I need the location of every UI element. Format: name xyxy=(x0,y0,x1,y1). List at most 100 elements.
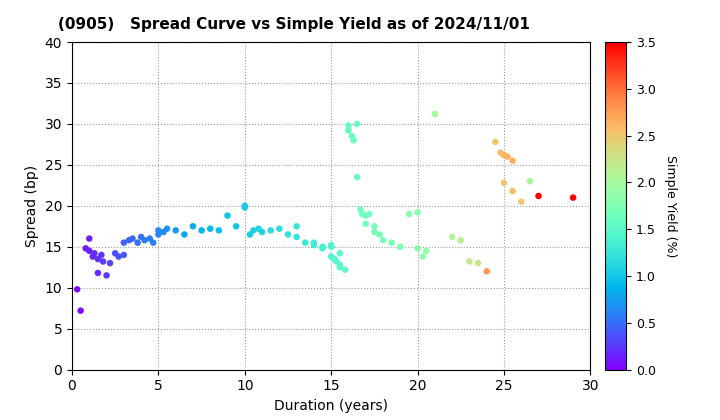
Point xyxy=(498,179,510,186)
Point xyxy=(89,250,100,257)
Point xyxy=(507,158,518,164)
Point xyxy=(369,223,380,230)
Point xyxy=(118,252,130,258)
Point xyxy=(101,272,112,279)
Y-axis label: Spread (bp): Spread (bp) xyxy=(25,165,39,247)
Point xyxy=(204,226,216,232)
Point xyxy=(355,207,366,213)
Point xyxy=(464,258,475,265)
Point xyxy=(196,227,207,234)
Point xyxy=(417,253,428,260)
Point xyxy=(84,235,95,242)
Point xyxy=(412,245,423,252)
Point xyxy=(248,227,259,234)
Point xyxy=(386,239,397,246)
X-axis label: Duration (years): Duration (years) xyxy=(274,399,388,413)
Point xyxy=(153,231,164,238)
Point xyxy=(265,227,276,234)
Point xyxy=(135,234,147,240)
Point xyxy=(244,231,256,238)
Point xyxy=(170,227,181,234)
Point xyxy=(230,223,242,230)
Point xyxy=(92,270,104,276)
Point xyxy=(256,228,268,235)
Point xyxy=(533,193,544,199)
Point xyxy=(360,220,372,227)
Point xyxy=(239,204,251,211)
Point xyxy=(308,239,320,246)
Text: (0905)   Spread Curve vs Simple Yield as of 2024/11/01: (0905) Spread Curve vs Simple Yield as o… xyxy=(58,17,529,32)
Point xyxy=(308,242,320,249)
Point xyxy=(84,247,95,254)
Point xyxy=(334,261,346,268)
Point xyxy=(403,210,415,217)
Point xyxy=(75,307,86,314)
Point xyxy=(113,253,125,260)
Point xyxy=(127,235,138,242)
Point xyxy=(356,210,368,217)
Point xyxy=(374,231,385,238)
Point xyxy=(317,245,328,252)
Point xyxy=(329,256,341,262)
Point xyxy=(71,286,83,293)
Point xyxy=(395,243,406,250)
Point xyxy=(325,243,337,250)
Point xyxy=(96,252,107,258)
Point xyxy=(351,121,363,127)
Point xyxy=(364,210,375,217)
Point xyxy=(109,250,121,257)
Point xyxy=(158,228,169,235)
Point xyxy=(92,256,104,262)
Point xyxy=(153,227,164,234)
Point xyxy=(317,243,328,250)
Point xyxy=(239,202,251,209)
Point xyxy=(291,234,302,240)
Point xyxy=(291,223,302,230)
Point xyxy=(187,223,199,230)
Point xyxy=(334,264,346,270)
Y-axis label: Simple Yield (%): Simple Yield (%) xyxy=(664,155,677,257)
Point xyxy=(161,226,173,232)
Point xyxy=(139,237,150,244)
Point xyxy=(351,174,363,181)
Point xyxy=(325,253,337,260)
Point xyxy=(524,178,536,184)
Point xyxy=(179,231,190,238)
Point xyxy=(339,266,351,273)
Point xyxy=(325,242,337,249)
Point xyxy=(420,247,432,254)
Point xyxy=(253,226,264,232)
Point xyxy=(222,212,233,219)
Point xyxy=(80,245,91,252)
Point xyxy=(567,194,579,201)
Point xyxy=(97,258,109,265)
Point xyxy=(446,234,458,240)
Point xyxy=(343,127,354,134)
Point xyxy=(334,250,346,257)
Point xyxy=(274,226,285,232)
Point xyxy=(369,228,380,235)
Point xyxy=(330,258,342,265)
Point xyxy=(123,237,135,244)
Point xyxy=(360,212,372,219)
Point xyxy=(213,227,225,234)
Point xyxy=(490,139,501,145)
Point xyxy=(148,239,159,246)
Point xyxy=(455,237,467,244)
Point xyxy=(104,260,116,266)
Point xyxy=(495,149,506,156)
Point xyxy=(300,239,311,246)
Point xyxy=(412,209,423,216)
Point xyxy=(481,268,492,275)
Point xyxy=(87,253,99,260)
Point xyxy=(507,188,518,194)
Point xyxy=(516,198,527,205)
Point xyxy=(429,111,441,118)
Point xyxy=(346,133,358,139)
Point xyxy=(118,239,130,246)
Point xyxy=(282,231,294,238)
Point xyxy=(502,153,513,160)
Point xyxy=(377,237,389,244)
Point xyxy=(472,260,484,266)
Point xyxy=(132,239,143,246)
